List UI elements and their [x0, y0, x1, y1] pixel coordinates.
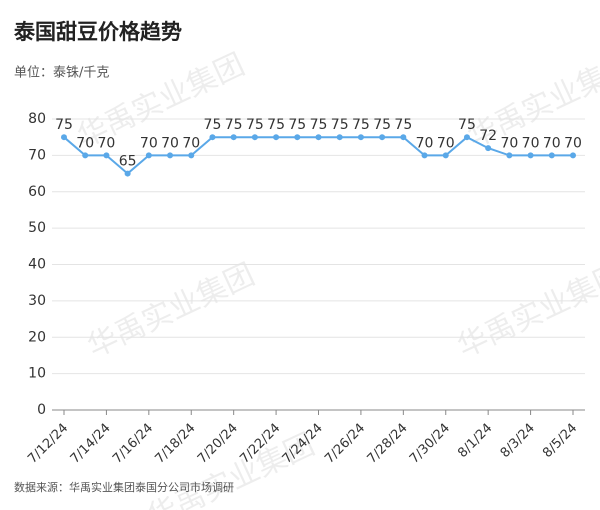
x-tick-label: 7/16/24	[110, 421, 156, 467]
data-label: 75	[373, 117, 391, 133]
data-label: 72	[479, 128, 497, 144]
data-label: 75	[310, 117, 328, 133]
point	[82, 152, 89, 159]
y-tick-label: 70	[28, 147, 46, 163]
point	[463, 134, 470, 141]
data-label: 70	[500, 135, 518, 151]
point	[570, 152, 576, 159]
x-tick-label: 8/3/24	[498, 421, 538, 461]
data-label: 75	[458, 117, 476, 133]
point	[145, 152, 152, 159]
data-label: 75	[267, 117, 285, 133]
x-tick-label: 7/18/24	[153, 421, 199, 467]
x-tick-label: 7/28/24	[365, 421, 411, 467]
y-tick-label: 20	[28, 329, 46, 345]
data-label: 70	[98, 135, 116, 151]
data-label: 75	[55, 117, 73, 133]
data-label: 75	[246, 117, 264, 133]
x-tick-label: 8/1/24	[455, 421, 495, 461]
data-label: 75	[394, 117, 412, 133]
y-tick-label: 30	[28, 293, 46, 309]
point	[209, 134, 216, 141]
point	[336, 134, 343, 141]
data-label: 70	[522, 135, 540, 151]
point	[379, 134, 386, 141]
data-label: 75	[331, 117, 349, 133]
point	[188, 152, 195, 159]
unit-label: 单位：泰铢/千克	[14, 65, 109, 81]
point	[294, 134, 301, 141]
point	[251, 134, 258, 141]
data-label: 70	[564, 135, 582, 151]
data-label: 75	[288, 117, 306, 133]
point	[124, 170, 131, 177]
data-label: 70	[161, 135, 179, 151]
point	[357, 134, 364, 141]
data-label: 70	[140, 135, 158, 151]
point	[506, 152, 513, 159]
point	[273, 134, 280, 141]
point	[421, 152, 428, 159]
data-label: 70	[437, 135, 455, 151]
x-tick-label: 7/26/24	[322, 421, 368, 467]
watermark: 华禹实业集团	[452, 257, 600, 365]
point	[485, 145, 492, 152]
y-tick-label: 0	[37, 402, 46, 418]
y-tick-label: 60	[28, 184, 46, 200]
x-tick-label: 7/12/24	[25, 421, 71, 467]
y-tick-label: 80	[28, 111, 46, 127]
data-label: 75	[352, 117, 370, 133]
y-tick-label: 50	[28, 220, 46, 236]
chart-title: 泰国甜豆价格趋势	[13, 20, 182, 44]
y-tick-label: 10	[28, 366, 46, 382]
data-label: 75	[225, 117, 243, 133]
point	[400, 134, 407, 141]
data-label: 75	[204, 117, 222, 133]
point	[315, 134, 322, 141]
data-label: 70	[182, 135, 200, 151]
data-label: 65	[119, 154, 137, 170]
data-label: 70	[76, 135, 94, 151]
y-tick-label: 40	[28, 257, 46, 273]
source-note: 数据来源：华禹实业集团泰国分公司市场调研	[14, 480, 234, 494]
x-tick-label: 7/30/24	[407, 421, 453, 467]
point	[230, 134, 237, 141]
point	[442, 152, 449, 159]
point	[103, 152, 110, 159]
point	[61, 134, 67, 141]
x-tick-label: 8/5/24	[540, 421, 580, 461]
x-tick-label: 7/14/24	[68, 421, 114, 467]
data-label: 70	[416, 135, 434, 151]
watermark: 华禹实业集团	[82, 257, 260, 365]
point	[548, 152, 555, 159]
point	[527, 152, 534, 159]
point	[167, 152, 174, 159]
data-label: 70	[543, 135, 561, 151]
